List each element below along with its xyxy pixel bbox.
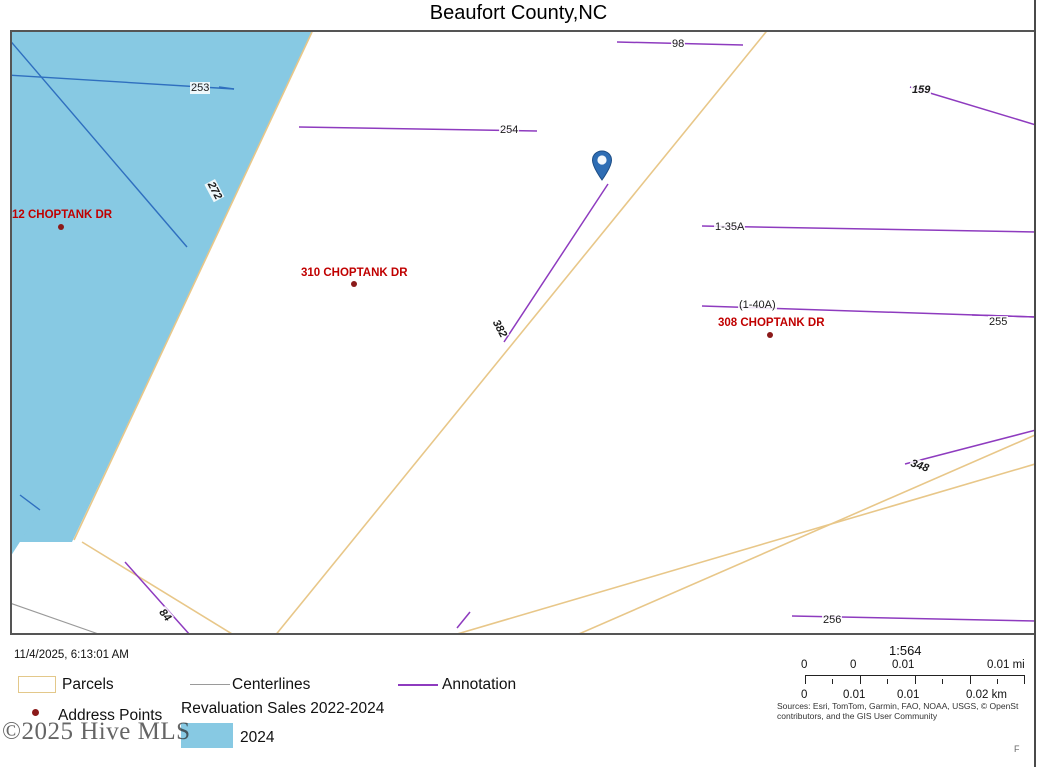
map-legend: 11/4/2025, 6:13:01 AM Parcels Centerline… bbox=[0, 635, 1037, 767]
scale-bottom-label-0: 0 bbox=[801, 689, 808, 701]
annotation-label: 256 bbox=[822, 614, 843, 626]
legend-swatch-2024 bbox=[181, 723, 233, 748]
address-point-marker[interactable] bbox=[351, 281, 357, 287]
legend-label-annotation: Annotation bbox=[442, 676, 517, 693]
sales-2024-polygon bbox=[12, 32, 313, 542]
scale-bottom-label-3: 0.02 km bbox=[966, 689, 1007, 701]
page-title: Beaufort County,NC bbox=[429, 2, 608, 24]
scale-bar: 1:564 0 0 0.01 0.01 mi 0 0.01 0.01 0.02 … bbox=[797, 643, 1037, 723]
scale-top-label-1: 0 bbox=[850, 659, 857, 671]
legend-swatch-parcels bbox=[18, 676, 56, 693]
annotation-label: 1-35A bbox=[714, 221, 746, 233]
legend-swatch-centerlines bbox=[190, 684, 230, 685]
scale-tick-minor bbox=[832, 679, 833, 684]
legend-label-address-points: Address Points bbox=[58, 707, 163, 724]
scale-tick-minor bbox=[997, 679, 998, 684]
annotation-label: 253 bbox=[190, 82, 211, 94]
annotation-label: 98 bbox=[671, 38, 686, 50]
scale-tick-minor bbox=[887, 679, 888, 684]
scale-tick-major bbox=[805, 675, 806, 684]
legend-label-revaluation-sales: Revaluation Sales 2022-2024 bbox=[181, 700, 385, 717]
scale-top-label-2: 0.01 bbox=[892, 659, 915, 671]
legend-label-centerlines: Centerlines bbox=[232, 676, 311, 693]
annotation-label: 254 bbox=[499, 124, 520, 136]
scale-tick-major bbox=[1024, 675, 1025, 684]
timestamp: 11/4/2025, 6:13:01 AM bbox=[14, 649, 129, 661]
scale-tick-major bbox=[860, 675, 861, 684]
annotation-label: 159 bbox=[911, 84, 932, 96]
map-attribution: Sources: Esri, TomTom, Garmin, FAO, NOAA… bbox=[777, 701, 1019, 721]
scale-bottom-label-1: 0.01 bbox=[843, 689, 866, 701]
centerlines-layer bbox=[12, 603, 98, 633]
address-point-label: 308 CHOPTANK DR bbox=[718, 317, 825, 329]
annotation-label: (1-40A) bbox=[738, 299, 777, 311]
location-pin-icon[interactable] bbox=[591, 150, 613, 182]
map-canvas[interactable]: 98 253 159 254 272 1-35A (1-40A) 255 382 348 84 256… bbox=[10, 30, 1036, 635]
watermark: ©2025 Hive MLS bbox=[2, 718, 191, 745]
corner-artifact: F bbox=[1014, 744, 1020, 754]
address-point-label: 12 CHOPTANK DR bbox=[12, 209, 113, 221]
legend-label-2024: 2024 bbox=[240, 729, 275, 746]
address-point-marker[interactable] bbox=[767, 332, 773, 338]
map-vector-layer bbox=[12, 32, 1036, 633]
scale-top-label-0: 0 bbox=[801, 659, 808, 671]
legend-swatch-annotation bbox=[398, 684, 438, 686]
map-right-border bbox=[1034, 0, 1036, 767]
scale-axis bbox=[805, 675, 1025, 684]
legend-label-parcels: Parcels bbox=[62, 676, 114, 693]
scale-bottom-label-2: 0.01 bbox=[897, 689, 920, 701]
annotation-label: 255 bbox=[988, 316, 1009, 328]
parcels-layer bbox=[73, 32, 1036, 633]
address-point-label: 310 CHOPTANK DR bbox=[301, 267, 408, 279]
address-point-marker[interactable] bbox=[58, 224, 64, 230]
scale-tick-major bbox=[915, 675, 916, 684]
scale-tick-major bbox=[970, 675, 971, 684]
scale-tick-minor bbox=[942, 679, 943, 684]
annotation-layer bbox=[124, 41, 1036, 633]
scale-top-label-3: 0.01 mi bbox=[987, 659, 1025, 671]
legend-swatch-address-points bbox=[32, 709, 39, 716]
scale-ratio: 1:564 bbox=[889, 643, 922, 658]
